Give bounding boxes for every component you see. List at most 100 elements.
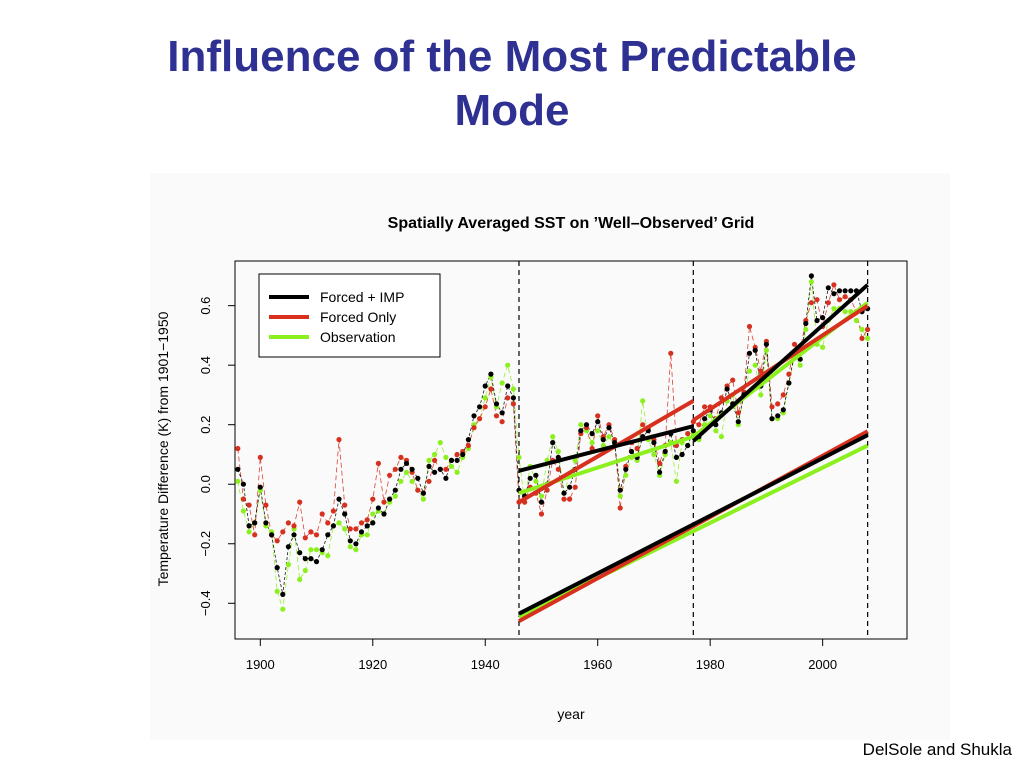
data-point — [550, 434, 556, 440]
data-point — [387, 472, 393, 478]
data-point — [831, 306, 837, 312]
data-point — [589, 440, 595, 446]
trend-line — [517, 399, 695, 504]
data-point — [617, 493, 623, 499]
data-point — [831, 282, 837, 288]
data-point — [336, 496, 342, 502]
data-point — [578, 422, 584, 428]
data-point — [685, 431, 691, 437]
data-point — [724, 386, 730, 392]
data-point — [820, 315, 826, 321]
data-point — [313, 547, 320, 553]
data-point — [488, 386, 494, 392]
data-point — [325, 520, 331, 526]
data-point — [246, 523, 252, 529]
data-point — [342, 511, 348, 517]
data-point — [246, 502, 252, 508]
data-point — [269, 532, 275, 538]
data-point — [808, 273, 815, 279]
data-point — [403, 460, 410, 466]
data-point — [780, 407, 786, 413]
data-point — [786, 371, 792, 377]
data-point — [651, 440, 657, 446]
data-point — [432, 451, 438, 458]
data-point — [482, 383, 488, 389]
data-point — [246, 529, 252, 535]
data-point — [398, 454, 404, 460]
data-point — [825, 300, 831, 306]
data-point — [567, 484, 573, 490]
trend-line — [691, 283, 869, 443]
data-point — [640, 398, 646, 404]
data-point — [319, 547, 325, 553]
data-point — [285, 520, 291, 526]
data-point — [471, 413, 477, 419]
data-point — [403, 469, 410, 475]
data-point — [353, 526, 359, 532]
data-point — [825, 285, 831, 291]
data-point — [353, 541, 359, 547]
data-point — [280, 591, 286, 597]
data-point — [803, 326, 809, 333]
data-point — [572, 457, 578, 463]
data-point — [285, 562, 291, 568]
x-tick-label: 2000 — [808, 657, 837, 672]
data-point — [505, 362, 511, 368]
data-point — [454, 451, 460, 458]
data-point — [291, 532, 297, 538]
data-point — [657, 469, 663, 475]
data-point — [730, 377, 736, 383]
data-point — [448, 457, 455, 463]
data-point — [465, 442, 471, 449]
data-point — [516, 454, 522, 460]
data-point — [505, 395, 511, 401]
data-point — [432, 469, 438, 475]
data-point — [482, 404, 488, 410]
data-point — [595, 413, 601, 419]
data-point — [302, 535, 308, 541]
data-point — [865, 335, 871, 341]
data-point — [342, 526, 348, 532]
data-point — [853, 317, 860, 324]
data-point — [235, 466, 241, 472]
data-point — [330, 523, 336, 529]
data-point — [836, 288, 843, 294]
data-point — [572, 484, 578, 490]
data-point — [257, 484, 263, 490]
data-point — [319, 511, 325, 517]
data-point — [583, 422, 590, 428]
data-point — [628, 448, 635, 455]
data-point — [567, 496, 573, 502]
data-point — [488, 371, 494, 377]
data-point — [274, 588, 280, 594]
data-point — [859, 335, 865, 341]
data-point — [758, 392, 764, 398]
data-point — [336, 520, 342, 526]
data-point — [685, 442, 691, 449]
data-point — [330, 508, 336, 514]
plot-frame — [234, 260, 908, 640]
data-point — [392, 466, 398, 472]
data-point — [814, 317, 820, 324]
data-point — [420, 496, 426, 502]
slide-title-line-1: Influence of the Most Predictable — [167, 32, 857, 81]
data-point — [342, 502, 348, 508]
data-point — [561, 490, 567, 496]
data-point — [544, 487, 550, 493]
data-point — [443, 475, 449, 481]
data-point — [617, 505, 623, 511]
data-point — [735, 410, 741, 416]
data-point — [673, 478, 680, 484]
data-point — [308, 547, 314, 553]
data-point — [252, 520, 258, 526]
data-point — [308, 529, 314, 535]
data-point — [775, 413, 781, 419]
data-point — [358, 529, 365, 535]
data-point — [746, 368, 753, 374]
data-point — [555, 466, 561, 472]
data-point — [415, 475, 421, 481]
legend-label: Forced + IMP — [320, 289, 404, 305]
data-point — [454, 469, 460, 475]
data-point — [297, 499, 303, 505]
sst-chart: Spatially Averaged SST on ’Well–Observed… — [155, 215, 908, 722]
